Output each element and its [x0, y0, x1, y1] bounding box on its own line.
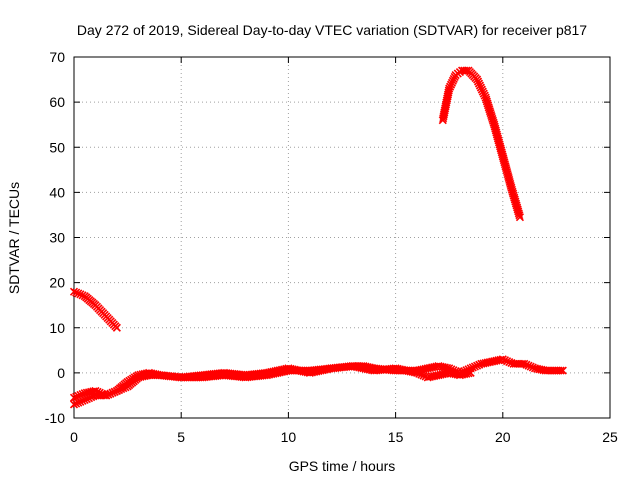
data-point [558, 366, 567, 375]
data-point [503, 357, 512, 366]
data-point [74, 391, 83, 400]
x-tick-label: 20 [495, 429, 511, 445]
data-point [110, 387, 119, 396]
y-tick-label: 50 [49, 139, 65, 155]
data-point [522, 360, 531, 369]
x-tick-label: 5 [177, 429, 185, 445]
y-tick-label: 10 [49, 320, 65, 336]
data-point [470, 362, 479, 371]
data-point [78, 291, 87, 300]
y-tick-label: -10 [45, 410, 65, 426]
grid [74, 57, 610, 418]
data-point [93, 387, 102, 396]
data-point [91, 386, 100, 395]
data-point [524, 361, 533, 370]
x-tick-label: 25 [602, 429, 618, 445]
data-point [464, 369, 473, 378]
data-point [466, 368, 475, 377]
data-point [74, 289, 83, 298]
data-point [419, 371, 428, 380]
series-track-2-low [69, 362, 475, 402]
data-point [473, 361, 482, 370]
data-point [108, 388, 117, 397]
series-track-early-high [69, 287, 121, 332]
data-point [76, 390, 85, 400]
data-point [69, 287, 79, 296]
x-tick-label: 10 [281, 429, 297, 445]
data-point [500, 356, 510, 365]
data-point [72, 399, 81, 408]
x-axis-label: GPS time / hours [289, 458, 396, 474]
data-point [106, 389, 115, 398]
data-point [104, 390, 113, 399]
data-point [498, 355, 507, 364]
data-point [468, 363, 477, 372]
axis-ticks: 0 5 10 15 20 25 -10 0 10 20 30 40 50 60 70 [45, 49, 618, 445]
chart-title: Day 272 of 2019, Sidereal Day-to-day VTE… [77, 22, 587, 38]
data-point [505, 357, 514, 367]
data-point [72, 392, 81, 401]
x-tick-label: 15 [388, 429, 404, 445]
y-tick-label: 70 [49, 49, 65, 65]
data-point [112, 323, 121, 332]
data-point [415, 369, 424, 378]
y-tick-label: 20 [49, 275, 65, 291]
data-points [69, 66, 567, 409]
data-point [556, 366, 565, 375]
x-tick-label: 0 [70, 429, 78, 445]
data-point [69, 400, 79, 409]
data-point [417, 370, 426, 379]
data-point [76, 290, 85, 299]
data-point [412, 368, 422, 377]
data-point [95, 388, 104, 397]
y-tick-label: 60 [49, 94, 65, 110]
data-point [102, 391, 111, 400]
data-point [72, 288, 81, 297]
series-track-1-low [69, 355, 567, 409]
data-point [97, 389, 106, 398]
y-tick-label: 40 [49, 184, 65, 200]
data-point [526, 362, 535, 371]
data-point [515, 211, 524, 220]
y-tick-label: 0 [57, 365, 65, 381]
data-point [69, 393, 79, 402]
data-point [515, 213, 525, 222]
data-point [520, 359, 529, 368]
y-axis-label: SDTVAR / TECUs [6, 182, 22, 294]
series-track-late-high [438, 66, 525, 222]
y-tick-label: 30 [49, 230, 65, 246]
